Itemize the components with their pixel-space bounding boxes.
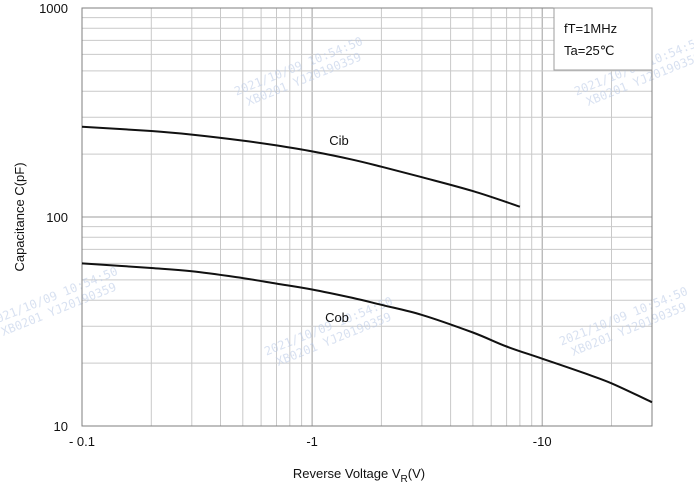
x-tick-label: - 0.1 [69, 434, 95, 449]
y-tick-label: 1000 [39, 1, 68, 16]
series-label-cib: Cib [329, 133, 349, 148]
tick-labels: - 0.1 -1 -10 10 100 1000 [39, 1, 552, 449]
x-axis-label-main: Reverse Voltage V [293, 466, 401, 481]
series-label-cob: Cob [325, 310, 349, 325]
grid-lines [82, 8, 652, 426]
series-line-cib [81, 125, 521, 208]
plot-frame [81, 7, 653, 427]
x-axis-label-subscript: R [401, 474, 408, 485]
x-tick-label: -10 [533, 434, 552, 449]
y-tick-label: 10 [54, 419, 68, 434]
condition-label: fT=1MHz [564, 21, 617, 36]
condition-label: Ta=25℃ [564, 43, 614, 58]
y-axis-label: Capacitance C(pF) [12, 162, 27, 271]
series-lines: Cib Cob [81, 125, 653, 404]
conditions-box: fT=1MHz Ta=25℃ [553, 7, 653, 71]
y-tick-label: 100 [46, 210, 68, 225]
x-axis-label-unit: (V) [408, 466, 425, 481]
series-line-cob [81, 262, 653, 404]
x-axis-label: Reverse Voltage VR(V) [293, 466, 425, 485]
conditions-box-frame [553, 7, 653, 71]
x-tick-label: -1 [306, 434, 318, 449]
